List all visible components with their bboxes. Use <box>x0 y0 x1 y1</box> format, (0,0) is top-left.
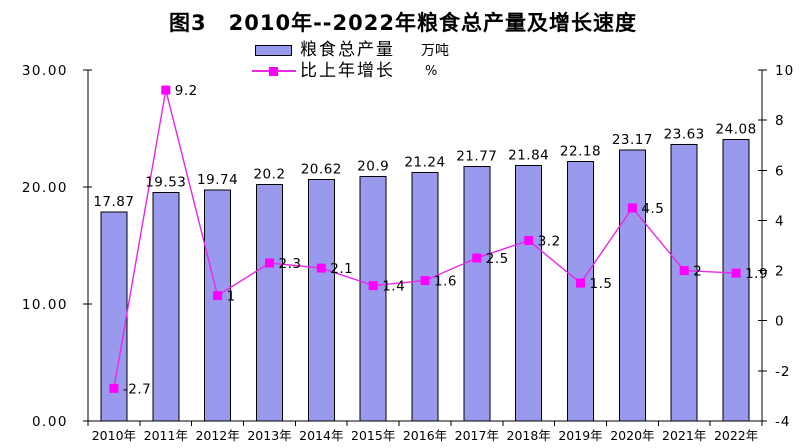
bar <box>463 165 491 422</box>
bar-value-label: 20.2 <box>253 167 285 183</box>
line-value-label: 3.2 <box>538 234 561 250</box>
x-axis-category-label: 2018年 <box>507 428 551 443</box>
line-value-label: 1 <box>227 289 236 305</box>
growth-line-marker <box>161 85 171 95</box>
x-axis-category-label: 2021年 <box>662 428 706 443</box>
line-value-label: 1.9 <box>745 266 768 282</box>
x-axis-category-label: 2019年 <box>558 428 602 443</box>
growth-line-marker <box>472 253 482 263</box>
growth-line-marker <box>213 291 223 301</box>
chart-title: 图3 2010年--2022年粮食总产量及增长速度 <box>169 11 637 35</box>
bar <box>670 144 698 422</box>
left-axis-tick-label: 0.00 <box>32 414 68 430</box>
right-axis-tick-label: 0 <box>775 314 785 330</box>
x-axis-category-label: 2014年 <box>299 428 343 443</box>
bar-series-swatch <box>255 45 292 56</box>
x-axis-category-label: 2022年 <box>714 428 758 443</box>
bar-value-label: 21.24 <box>404 155 445 171</box>
right-axis-tick-label: 4 <box>775 213 785 229</box>
left-axis-unit: 万吨 <box>421 42 449 59</box>
x-axis-category-label: 2017年 <box>455 428 499 443</box>
bar-value-label: 23.63 <box>664 127 705 143</box>
bar-value-label: 19.74 <box>197 172 238 188</box>
legend-item-growth: 比上年增长 % <box>252 61 449 81</box>
bar-value-label: 22.18 <box>560 144 601 160</box>
bar <box>307 179 335 422</box>
line-swatch-marker <box>269 67 278 76</box>
growth-line-marker <box>109 383 119 393</box>
right-axis-tick-label: -4 <box>775 414 790 430</box>
bar <box>411 172 439 422</box>
x-axis-category-label: 2013年 <box>247 428 291 443</box>
bar <box>722 138 750 422</box>
bar-value-label: 24.08 <box>716 121 757 137</box>
left-axis-tick-label: 20.00 <box>22 180 68 196</box>
growth-line-marker <box>265 258 274 268</box>
line-value-label: 1.6 <box>434 274 457 290</box>
x-axis-category-label: 2016年 <box>403 428 447 443</box>
line-series-label: 比上年增长 <box>300 61 395 81</box>
growth-line-marker <box>420 276 430 286</box>
x-axis-category-label: 2011年 <box>144 428 188 443</box>
line-value-label: 9.2 <box>175 83 198 99</box>
bar-series-label: 粮食总产量 <box>300 40 395 60</box>
growth-line-marker <box>731 268 741 278</box>
legend-item-production: 粮食总产量 万吨 <box>255 41 449 60</box>
line-value-label: 1.5 <box>590 276 613 292</box>
line-value-label: 2.5 <box>486 251 509 267</box>
bar-value-label: 21.77 <box>456 148 497 164</box>
x-axis-category-label: 2015年 <box>351 428 395 443</box>
line-value-label: 2.1 <box>330 261 353 277</box>
growth-line-marker <box>316 263 326 273</box>
right-axis-tick-label: 2 <box>775 264 785 280</box>
bar <box>515 165 543 422</box>
left-axis-tick-label: 10.00 <box>22 297 68 313</box>
bar <box>256 184 283 422</box>
bar-value-label: 20.9 <box>357 159 389 175</box>
bar-value-label: 17.87 <box>93 194 134 210</box>
bar-value-label: 19.53 <box>145 175 186 191</box>
right-axis-tick-label: 10 <box>775 63 794 79</box>
bar-value-label: 20.62 <box>301 162 342 178</box>
bar-value-label: 23.17 <box>612 132 653 148</box>
growth-line-marker <box>368 281 378 291</box>
right-axis-unit: % <box>425 64 438 79</box>
line-series-swatch <box>252 66 296 77</box>
bar-value-label: 21.84 <box>508 148 549 164</box>
growth-line-marker <box>627 203 637 213</box>
line-value-label: 1.4 <box>382 279 405 295</box>
right-axis-tick-label: 8 <box>775 113 785 129</box>
bar <box>359 176 387 422</box>
line-value-label: 4.5 <box>641 201 664 217</box>
line-value-label: -2.7 <box>123 381 151 397</box>
bar <box>152 192 180 422</box>
right-axis-tick-label: 6 <box>775 163 785 179</box>
x-axis-category-label: 2012年 <box>195 428 239 443</box>
growth-line-marker <box>679 266 689 276</box>
line-value-label: 2 <box>693 264 702 280</box>
x-axis-category-label: 2010年 <box>92 428 136 443</box>
bar <box>204 189 232 422</box>
chart-legend: 粮食总产量 万吨 比上年增长 % <box>252 41 449 83</box>
line-value-label: 2.3 <box>279 256 302 272</box>
bar <box>567 161 594 422</box>
bar <box>618 149 646 422</box>
left-axis-tick-label: 30.00 <box>22 63 68 79</box>
x-axis-category-label: 2020年 <box>610 428 654 443</box>
growth-line-marker <box>576 278 585 288</box>
growth-line-marker <box>524 236 534 245</box>
right-axis-tick-label: -2 <box>775 364 790 380</box>
